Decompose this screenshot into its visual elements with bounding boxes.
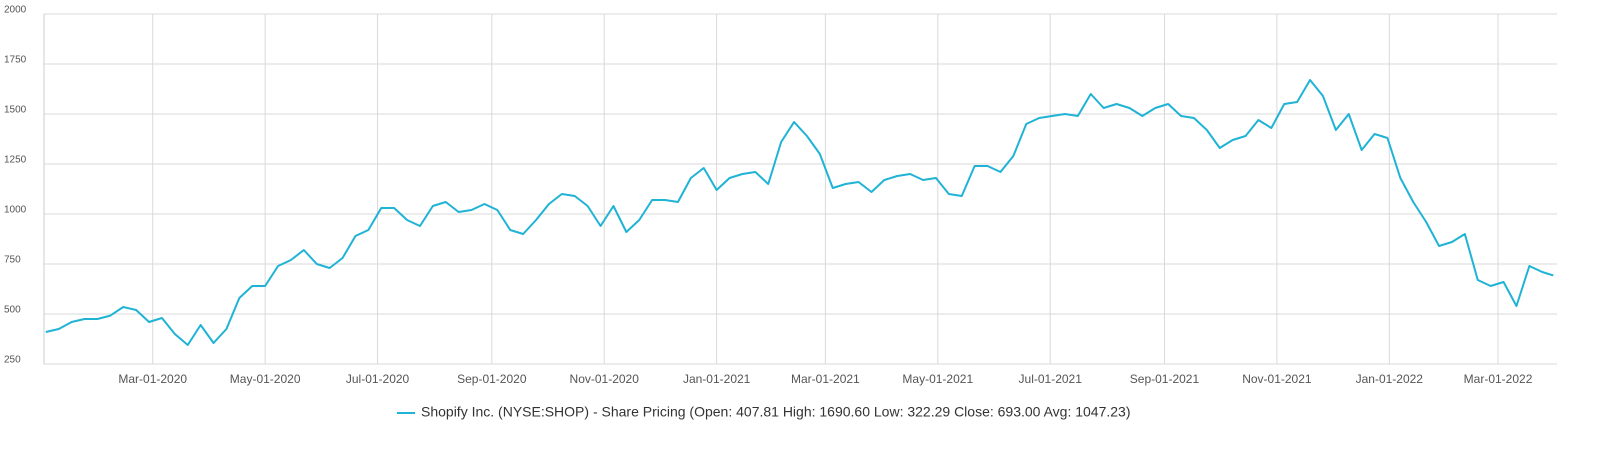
y-tick-label: 250 bbox=[4, 355, 21, 366]
y-tick-label: 1750 bbox=[4, 55, 27, 66]
x-tick-label: Nov-01-2020 bbox=[570, 372, 640, 386]
x-tick-label: Sep-01-2020 bbox=[457, 372, 527, 386]
y-tick-label: 500 bbox=[4, 305, 21, 316]
x-tick-label: Jan-01-2022 bbox=[1356, 372, 1424, 386]
x-tick-label: Jan-01-2021 bbox=[683, 372, 751, 386]
price-line bbox=[45, 79, 1554, 346]
x-tick-label: Nov-01-2021 bbox=[1242, 372, 1312, 386]
y-tick-label: 750 bbox=[4, 255, 21, 266]
x-tick-label: May-01-2021 bbox=[902, 372, 973, 386]
y-tick-label: 1250 bbox=[4, 155, 27, 166]
y-tick-label: 2000 bbox=[4, 5, 27, 16]
x-tick-label: May-01-2020 bbox=[230, 372, 301, 386]
x-tick-label: Mar-01-2020 bbox=[118, 372, 187, 386]
x-tick-label: Sep-01-2021 bbox=[1130, 372, 1200, 386]
x-tick-label: Jul-01-2021 bbox=[1019, 372, 1083, 386]
legend-label: Shopify Inc. (NYSE:SHOP) - Share Pricing… bbox=[421, 404, 1131, 420]
y-tick-label: 1000 bbox=[4, 205, 27, 216]
x-tick-label: Mar-01-2021 bbox=[791, 372, 860, 386]
y-tick-label: 1500 bbox=[4, 105, 27, 116]
x-tick-label: Jul-01-2020 bbox=[346, 372, 410, 386]
x-tick-label: Mar-01-2022 bbox=[1464, 372, 1533, 386]
